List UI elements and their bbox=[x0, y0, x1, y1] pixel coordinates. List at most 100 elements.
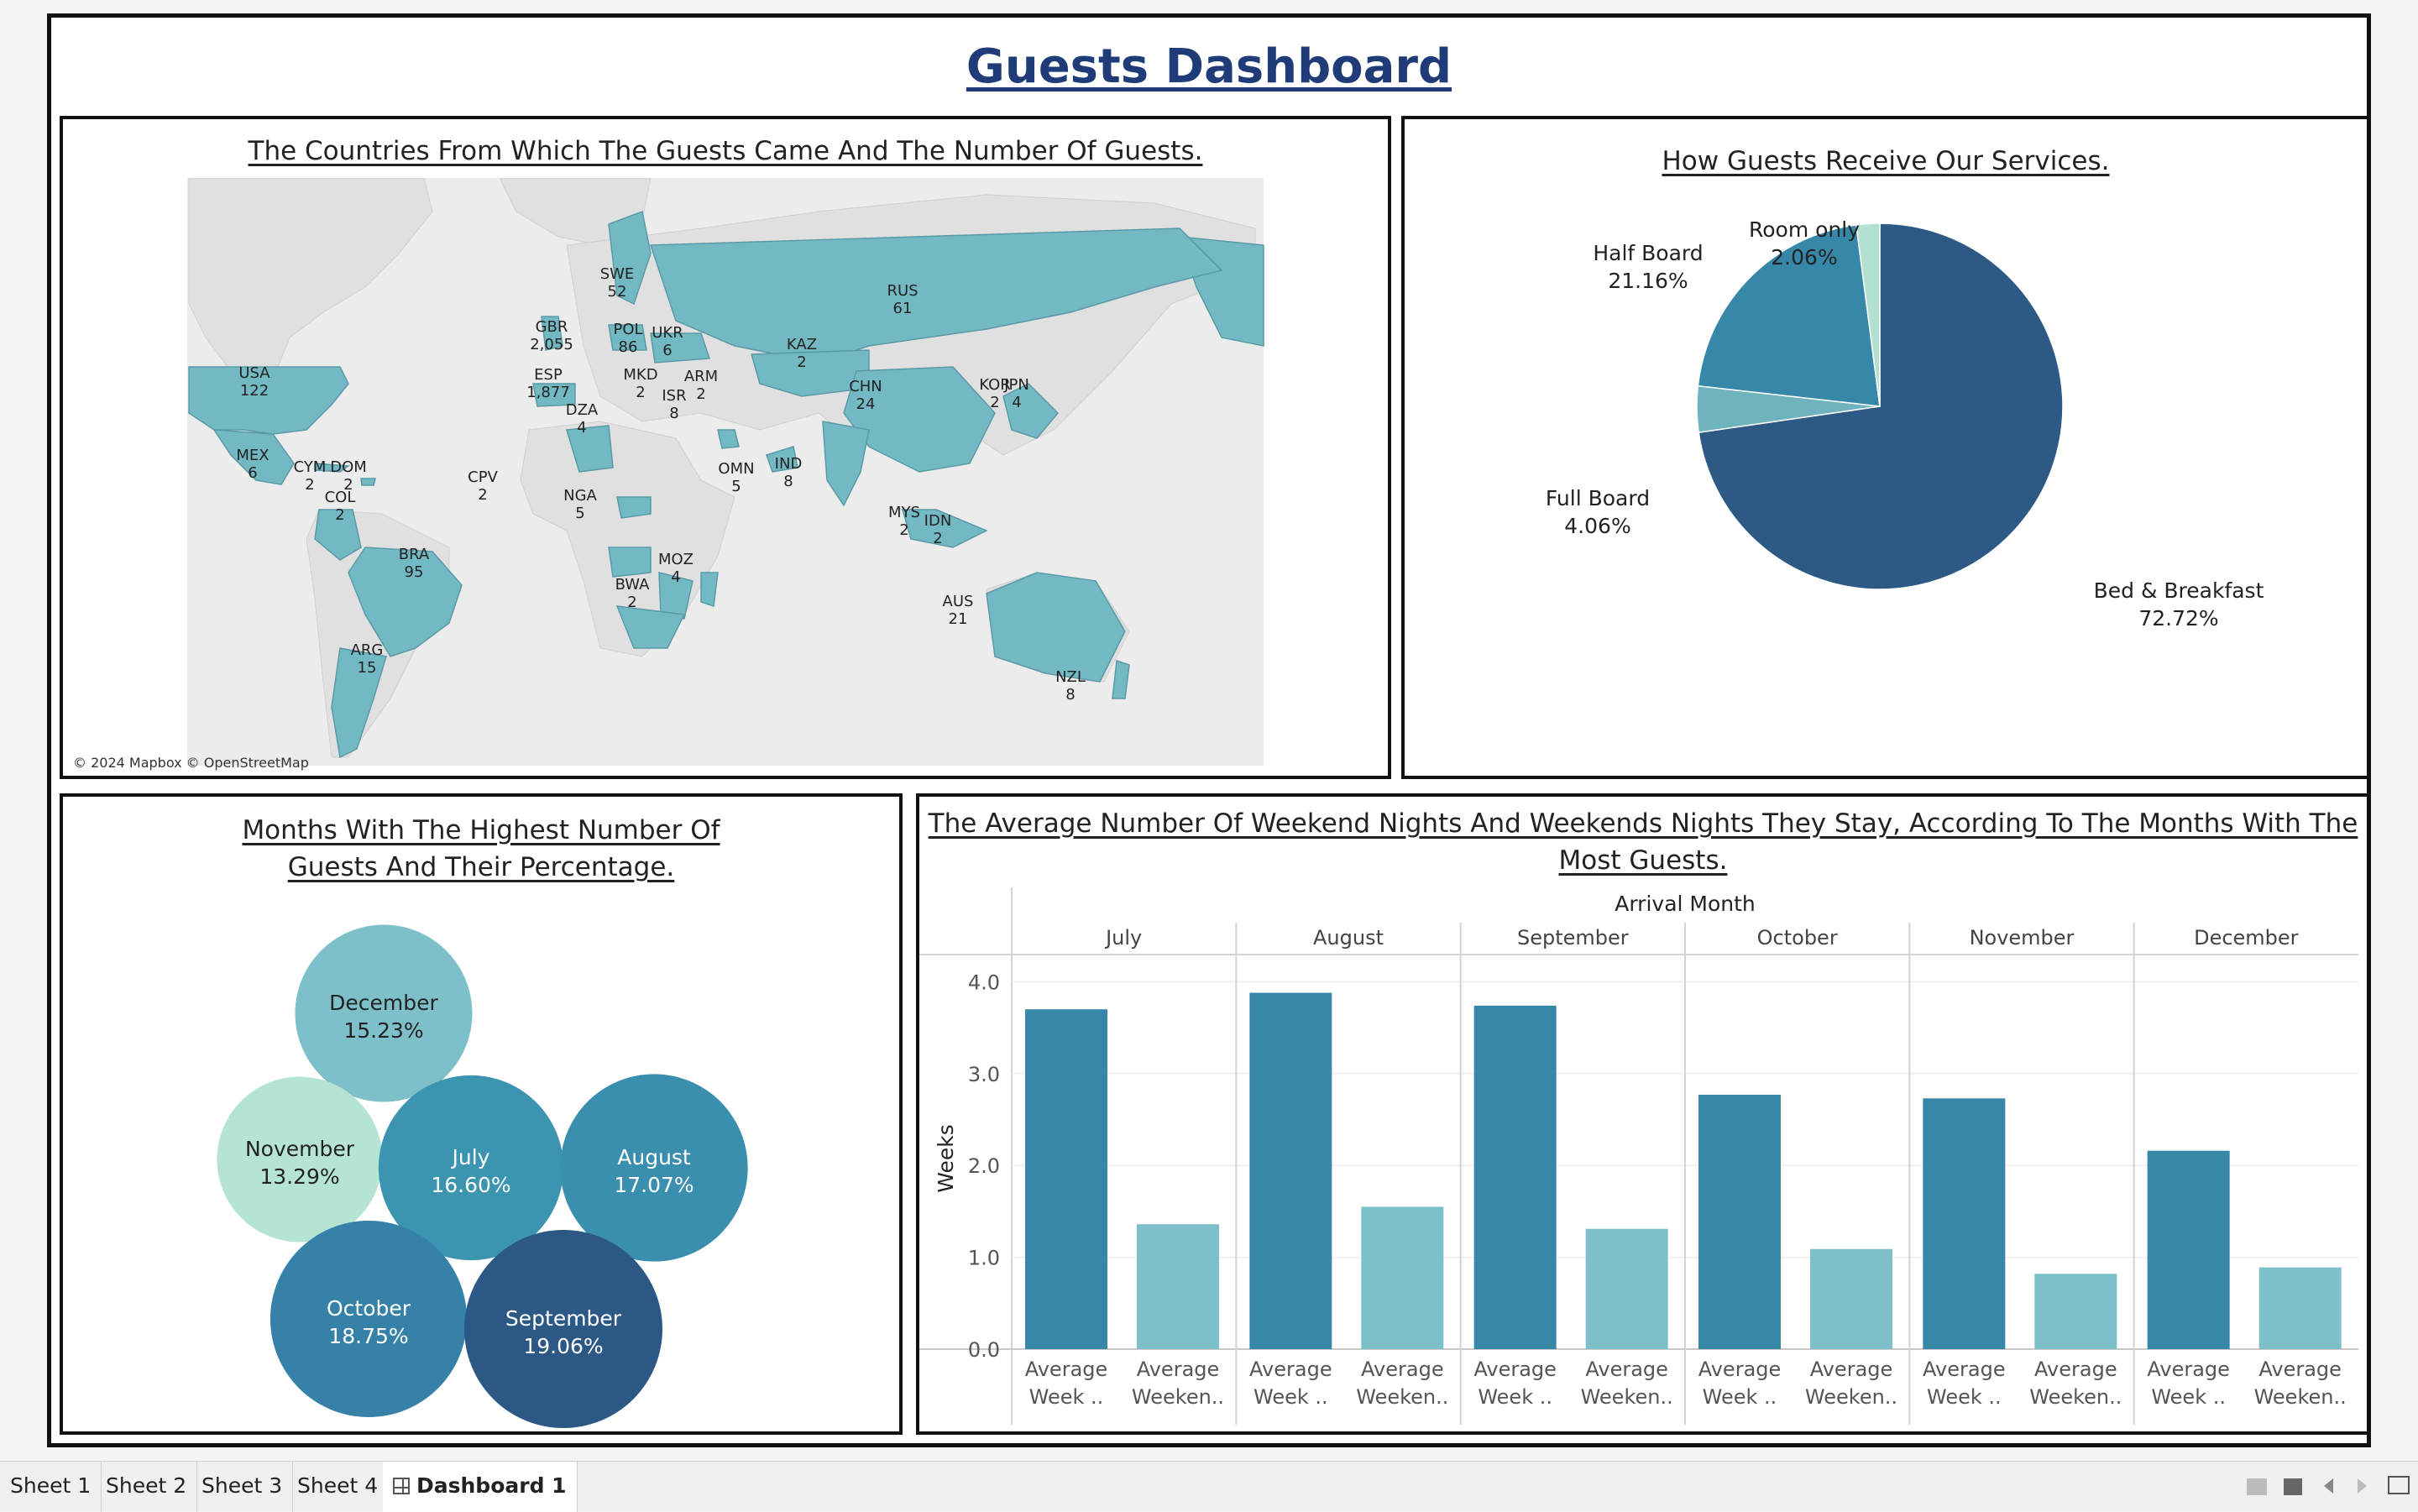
pie-title: How Guests Receive Our Services. bbox=[1662, 146, 2110, 176]
map-label-value: 4 bbox=[577, 419, 586, 437]
bar-x-label-line2: Weeken.. bbox=[1356, 1385, 1448, 1409]
map-label-code: IND bbox=[775, 455, 803, 473]
map-label-value: 8 bbox=[1065, 686, 1075, 704]
services-pie-chart[interactable]: Bed & Breakfast 72.72% Full Board 4.06% Half… bbox=[1405, 195, 2367, 774]
bar-august-week[interactable] bbox=[1249, 992, 1332, 1349]
pie-slice-bed-breakfast[interactable] bbox=[1698, 222, 2064, 590]
bar-x-label-line2: Weeken.. bbox=[2029, 1385, 2122, 1409]
bubble-pct-label: 17.07% bbox=[614, 1173, 693, 1197]
country-dominican bbox=[360, 478, 376, 486]
tab-sheet-3[interactable]: Sheet 3 bbox=[191, 1462, 294, 1512]
bar-y-tick: 4.0 bbox=[968, 971, 1000, 994]
bubble-november[interactable]: November 13.29% bbox=[217, 1076, 383, 1243]
map-panel[interactable]: The Countries From Which The Guests Came… bbox=[60, 116, 1391, 779]
bar-december-week[interactable] bbox=[2147, 1150, 2230, 1349]
bar-month-header-july: July bbox=[1104, 926, 1142, 950]
map-label-value: 95 bbox=[405, 563, 424, 581]
bubble-pct-label: 19.06% bbox=[523, 1334, 603, 1358]
bar-november-week[interactable] bbox=[1923, 1098, 2006, 1349]
pie-slice-label: Half Board bbox=[1593, 241, 1703, 265]
country-oman bbox=[766, 446, 798, 473]
map-label-code: RUS bbox=[887, 282, 918, 300]
map-label-value: 24 bbox=[856, 395, 876, 413]
months-bubble-chart[interactable]: December 15.23% November 13.29% July 16.60% Au… bbox=[63, 889, 899, 1435]
bar-header: Arrival Month bbox=[1615, 892, 1756, 916]
weekend-nights-bar-chart[interactable]: Arrival Month Weeks 0.0 1.0 2.0 3.0 4.0 July Ave… bbox=[919, 887, 2367, 1433]
bar-x-label-line1: Average bbox=[2034, 1358, 2117, 1381]
map-label-code: DOM bbox=[330, 458, 367, 476]
bar-december-weekend[interactable] bbox=[2258, 1267, 2342, 1349]
map-label-code: NZL bbox=[1055, 668, 1086, 686]
bar-september-week[interactable] bbox=[1473, 1005, 1557, 1349]
map-label-value: 2 bbox=[696, 385, 705, 403]
map-label-code: COL bbox=[325, 489, 356, 506]
bar-october-weekend[interactable] bbox=[1810, 1248, 1892, 1349]
map-label-code: OMN bbox=[718, 460, 754, 478]
tab-sheet-1[interactable]: Sheet 1 bbox=[0, 1462, 102, 1512]
map-label-code: IDN bbox=[924, 512, 952, 530]
land-north-america bbox=[188, 178, 433, 389]
bar-september-weekend[interactable] bbox=[1585, 1228, 1668, 1349]
tab-dashboard-1[interactable]: Dashboard 1 bbox=[383, 1462, 578, 1512]
bubble-september[interactable]: September 19.06% bbox=[464, 1230, 662, 1428]
map-label-code: USA bbox=[238, 364, 270, 382]
pie-slice-half-board[interactable] bbox=[1697, 223, 1881, 407]
bar-y-tick: 2.0 bbox=[968, 1154, 1000, 1178]
map-label-value: 21 bbox=[949, 610, 968, 628]
pie-slice-room-only[interactable] bbox=[1855, 222, 1881, 407]
map-label-code: GBR bbox=[536, 318, 568, 336]
map-label-code: JPN bbox=[1003, 376, 1029, 394]
bar-august-weekend[interactable] bbox=[1361, 1206, 1444, 1349]
bubble-title-line2: Guests And Their Percentage. bbox=[287, 852, 675, 882]
bar-july-weekend[interactable] bbox=[1137, 1224, 1219, 1349]
tab-sheet-2[interactable]: Sheet 2 bbox=[96, 1462, 198, 1512]
next-sheet-icon[interactable] bbox=[2358, 1478, 2367, 1494]
pie-slice-pct: 4.06% bbox=[1564, 514, 1630, 538]
bubble-december[interactable]: December 15.23% bbox=[295, 924, 473, 1102]
bubble-july[interactable]: July 16.60% bbox=[378, 1075, 564, 1261]
map-label-code: MYS bbox=[888, 504, 920, 521]
bubble-panel[interactable]: Months With The Highest Number Of Guests… bbox=[60, 793, 903, 1435]
bar-x-label-line1: Average bbox=[1698, 1358, 1782, 1381]
pie-panel[interactable]: How Guests Receive Our Services. Bed & B… bbox=[1401, 116, 2370, 779]
bar-x-label-line1: Average bbox=[1025, 1358, 1108, 1381]
map-label-code: KOR bbox=[979, 376, 1011, 394]
country-australia bbox=[986, 572, 1126, 683]
bubble-pct-label: 15.23% bbox=[343, 1018, 423, 1043]
bar-july-week[interactable] bbox=[1025, 1009, 1107, 1349]
bar-panel[interactable]: The Average Number Of Weekend Nights And… bbox=[916, 793, 2370, 1435]
bubble-august[interactable]: August 17.07% bbox=[560, 1074, 748, 1262]
country-mexico bbox=[212, 429, 295, 485]
presentation-mode-icon[interactable] bbox=[2388, 1476, 2410, 1494]
grid-view-icon[interactable] bbox=[2284, 1478, 2302, 1495]
bubble-month-label: December bbox=[329, 991, 438, 1015]
tab-sheet-4[interactable]: Sheet 4 bbox=[287, 1462, 390, 1512]
bubble-october[interactable]: October 18.75% bbox=[270, 1220, 468, 1418]
dashboard: Guests Dashboard The Countries From Whic… bbox=[47, 13, 2371, 1447]
map-label-value: 2 bbox=[899, 521, 908, 539]
map-label-code: SWE bbox=[600, 265, 635, 283]
country-israel-oman bbox=[717, 429, 740, 449]
map-label-code: MKD bbox=[623, 366, 657, 384]
bar-november-weekend[interactable] bbox=[2034, 1274, 2117, 1349]
bubble-circle bbox=[295, 924, 473, 1102]
country-china bbox=[843, 366, 996, 473]
map-label-code: POL bbox=[613, 321, 642, 338]
prev-sheet-icon[interactable] bbox=[2324, 1478, 2333, 1494]
bar-october-week[interactable] bbox=[1698, 1094, 1781, 1349]
map-label-value: 52 bbox=[608, 283, 627, 301]
film-strip-icon[interactable] bbox=[2247, 1478, 2267, 1495]
country-cuba bbox=[314, 463, 351, 473]
